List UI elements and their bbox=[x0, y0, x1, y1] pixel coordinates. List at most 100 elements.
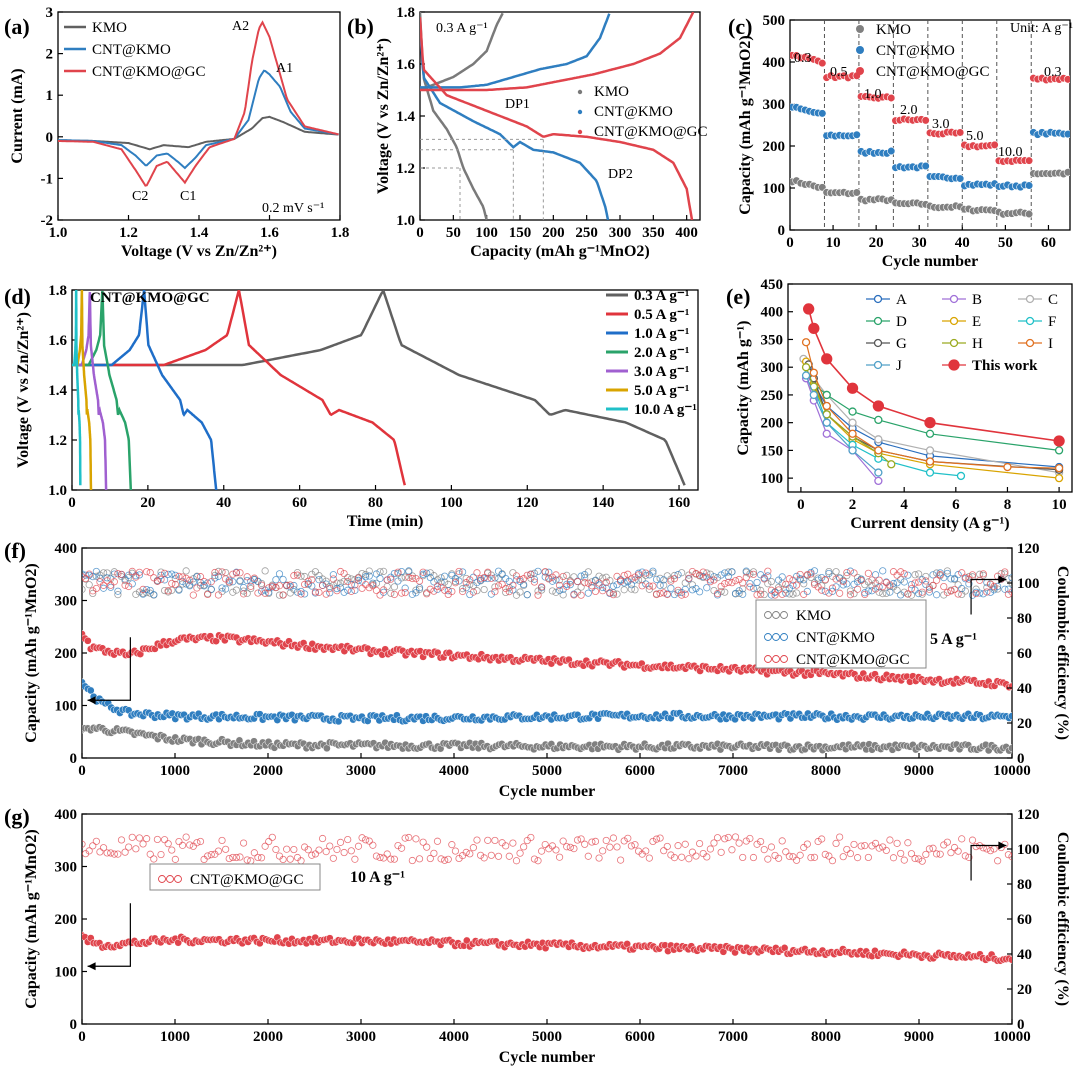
efficiency-point bbox=[383, 850, 391, 858]
x-tick-label: 1.8 bbox=[331, 225, 350, 241]
efficiency-point bbox=[746, 579, 754, 588]
data-point bbox=[1063, 168, 1070, 177]
efficiency-point bbox=[480, 854, 488, 862]
efficiency-point bbox=[595, 572, 603, 580]
x-tick-label: 1000 bbox=[160, 763, 190, 779]
legend-entry: CNT@KMO@GC bbox=[594, 124, 707, 140]
x-tick-label: 50 bbox=[998, 235, 1013, 251]
efficiency-point bbox=[211, 568, 219, 577]
legend-entry: 1.0 A g⁻¹ bbox=[634, 326, 689, 342]
efficiency-point bbox=[110, 570, 118, 578]
efficiency-point bbox=[782, 586, 790, 594]
efficiency-point bbox=[333, 579, 341, 587]
efficiency-point bbox=[882, 846, 890, 855]
efficiency-point bbox=[1001, 570, 1009, 578]
efficiency-point bbox=[329, 575, 337, 583]
efficiency-point bbox=[218, 568, 226, 576]
efficiency-point bbox=[757, 590, 765, 598]
data-point bbox=[822, 418, 831, 427]
data-point bbox=[1063, 75, 1070, 84]
capacity-point bbox=[1008, 712, 1012, 720]
data-point bbox=[848, 429, 857, 438]
efficiency-point bbox=[466, 576, 474, 584]
efficiency-point bbox=[832, 839, 840, 847]
data-point bbox=[803, 303, 815, 315]
efficiency-point bbox=[929, 571, 937, 579]
efficiency-point bbox=[527, 570, 535, 578]
efficiency-point bbox=[889, 579, 898, 588]
series-CNT@KMO@GC bbox=[790, 51, 1070, 166]
legend-entry: CNT@KMO@GC bbox=[876, 64, 989, 80]
efficiency-point bbox=[943, 588, 951, 597]
efficiency-point bbox=[125, 582, 133, 591]
efficiency-point bbox=[688, 567, 697, 576]
efficiency-point bbox=[82, 585, 86, 594]
efficiency-point bbox=[448, 587, 456, 596]
capacity-CNT@KMO@GC bbox=[82, 630, 1012, 692]
efficiency-point bbox=[559, 837, 567, 845]
y-tick-label: 400 bbox=[55, 541, 78, 557]
efficiency-point bbox=[753, 591, 761, 599]
x-tick-label: 4000 bbox=[439, 763, 469, 779]
capacity-point bbox=[86, 686, 95, 695]
legend-swatch bbox=[577, 109, 583, 115]
efficiency-point bbox=[853, 585, 862, 593]
efficiency-point bbox=[577, 591, 585, 599]
efficiency-point bbox=[175, 586, 183, 594]
efficiency-point bbox=[160, 569, 169, 577]
efficiency-point bbox=[652, 590, 661, 599]
efficiency-point bbox=[566, 578, 574, 586]
efficiency-point bbox=[566, 843, 574, 851]
efficiency-point bbox=[581, 579, 589, 587]
efficiency-point bbox=[121, 848, 129, 856]
efficiency-point bbox=[520, 843, 528, 851]
legend-marker bbox=[780, 655, 788, 663]
efficiency-point bbox=[150, 591, 158, 599]
efficiency-point bbox=[365, 837, 373, 845]
efficiency-point bbox=[92, 584, 100, 593]
data-point bbox=[887, 93, 896, 103]
efficiency-point bbox=[871, 839, 880, 848]
efficiency-point bbox=[82, 573, 86, 581]
efficiency-point bbox=[204, 852, 212, 860]
efficiency-point bbox=[836, 833, 844, 841]
efficiency-point bbox=[785, 575, 793, 583]
rate-label: 0.3 A g⁻¹ bbox=[436, 21, 488, 36]
efficiency-point bbox=[545, 575, 553, 583]
efficiency-point bbox=[649, 582, 657, 590]
efficiency-point bbox=[408, 856, 416, 865]
efficiency-point bbox=[660, 847, 668, 855]
efficiency-point bbox=[986, 847, 995, 855]
efficiency-point bbox=[380, 588, 388, 596]
peak-label-a1: A1 bbox=[276, 61, 293, 76]
y-tick-label: 400 bbox=[761, 305, 784, 321]
efficiency-point bbox=[186, 582, 194, 590]
efficiency-point bbox=[498, 580, 506, 588]
efficiency-point bbox=[182, 574, 190, 582]
efficiency-point bbox=[742, 837, 750, 845]
x-tick-label: 120 bbox=[516, 495, 539, 511]
legend-marker bbox=[873, 294, 883, 304]
efficiency-point bbox=[92, 572, 100, 580]
y-tick-label: 1.6 bbox=[396, 57, 415, 73]
rate-segment-label: 10.0 bbox=[998, 145, 1023, 160]
efficiency-point bbox=[362, 573, 370, 581]
legend-entry: KMO bbox=[594, 84, 629, 100]
efficiency-point bbox=[99, 569, 108, 577]
efficiency-point bbox=[433, 585, 442, 593]
efficiency-point bbox=[261, 589, 269, 597]
efficiency-point bbox=[286, 589, 294, 597]
efficiency-point bbox=[663, 842, 671, 851]
efficiency-point bbox=[900, 578, 908, 586]
efficiency-point bbox=[494, 852, 503, 860]
efficiency-point bbox=[455, 567, 463, 576]
x-axis-label: Voltage (V vs Zn/Zn²⁺) bbox=[121, 243, 277, 260]
x-tick-label: 0 bbox=[78, 763, 86, 779]
efficiency-point bbox=[584, 589, 592, 597]
efficiency-point bbox=[836, 589, 844, 597]
efficiency-point bbox=[932, 850, 941, 858]
data-point bbox=[956, 471, 966, 481]
x-tick-label: 20 bbox=[140, 495, 155, 511]
legend-entry: B bbox=[972, 292, 982, 308]
efficiency-point bbox=[807, 570, 815, 578]
